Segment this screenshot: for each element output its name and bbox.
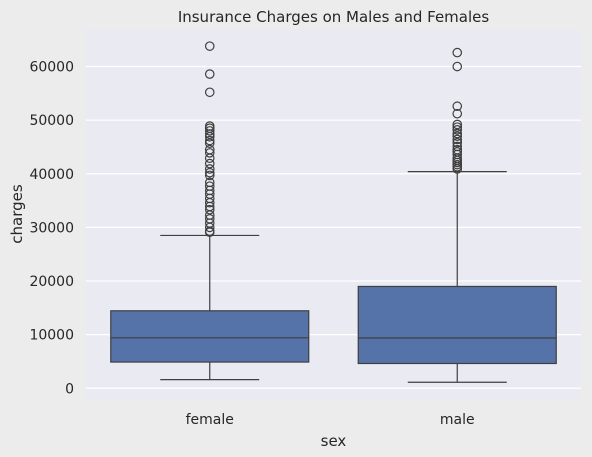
outlier-point: [452, 128, 463, 139]
outlier-point: [204, 214, 215, 224]
outlier-point: [452, 144, 463, 155]
outlier-point: [204, 170, 215, 181]
outlier-point: [204, 158, 215, 169]
y-axis-label: charges: [8, 184, 26, 244]
x-tick-label: female: [186, 412, 234, 428]
outlier-point: [204, 181, 215, 191]
outlier-point: [204, 69, 215, 79]
box-iqr: [357, 285, 557, 365]
outlier-point: [204, 87, 215, 98]
outlier-point: [204, 148, 215, 158]
x-axis-label: sex: [321, 432, 347, 450]
x-axis-ticks: female male: [186, 412, 475, 428]
outlier-point: [452, 101, 463, 112]
outlier-point: [204, 144, 215, 155]
outlier-point: [204, 204, 215, 215]
y-tick-label: 40000: [29, 167, 74, 183]
outlier-point: [204, 138, 215, 149]
x-tick-label: male: [440, 412, 475, 428]
outlier-point: [452, 141, 463, 152]
y-tick-label: 0: [65, 381, 74, 397]
y-tick-label: 60000: [29, 60, 74, 76]
outlier-point: [452, 125, 463, 135]
outlier-point: [452, 137, 463, 148]
box-iqr: [110, 310, 310, 363]
y-tick-label: 50000: [29, 113, 74, 129]
y-tick-label: 20000: [29, 274, 74, 290]
outlier-point: [452, 61, 463, 72]
outlier-point: [452, 131, 463, 142]
outlier-point: [204, 135, 215, 146]
outlier-point: [452, 108, 463, 119]
outlier-point: [452, 134, 463, 145]
y-tick-label: 10000: [29, 328, 74, 344]
outlier-point: [452, 122, 463, 132]
outlier-point: [204, 177, 215, 188]
outlier-point: [204, 167, 215, 178]
outlier-point: [204, 121, 215, 131]
chart-title: Insurance Charges on Males and Females: [178, 8, 490, 26]
outlier-point: [452, 119, 463, 130]
outlier-point: [204, 126, 215, 136]
outlier-point: [204, 41, 215, 51]
y-axis-ticks: 0 10000 20000 30000 40000 50000 60000: [29, 60, 74, 398]
outlier-point: [204, 164, 215, 174]
outlier-point: [452, 47, 463, 58]
boxes: [110, 41, 557, 383]
y-tick-label: 30000: [29, 220, 74, 236]
box-group: [110, 41, 310, 381]
box-group: [357, 47, 557, 383]
